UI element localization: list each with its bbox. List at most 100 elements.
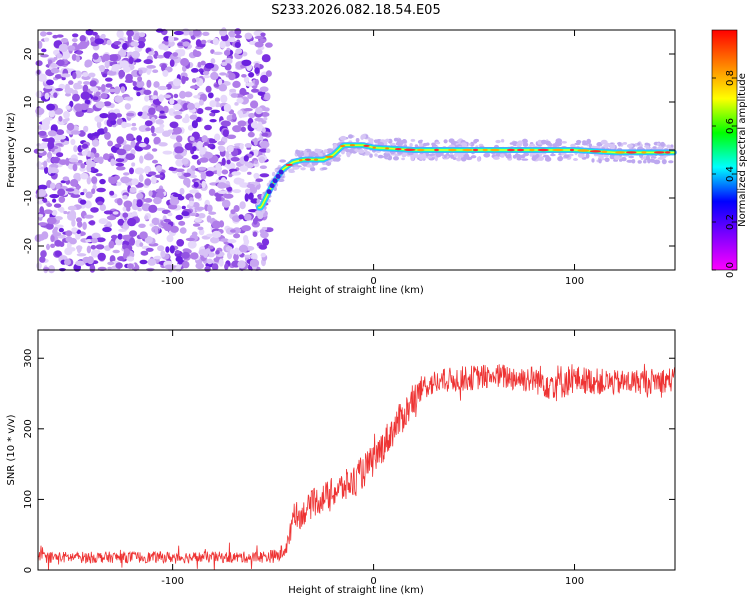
noise-dot	[249, 258, 260, 267]
noise-dot	[229, 248, 235, 255]
halo-dot	[368, 138, 374, 143]
noise-dot	[55, 88, 63, 92]
signal-peak	[641, 151, 647, 154]
noise-dot	[172, 52, 179, 57]
halo-dot	[643, 160, 647, 164]
noise-dot	[137, 76, 143, 82]
noise-dot	[192, 223, 201, 227]
noise-dot	[203, 141, 209, 146]
halo-dot	[382, 155, 389, 158]
noise-dot	[56, 152, 64, 158]
colorbar-ticks: 0.0 0.2 0.4 0.6 0.8	[712, 70, 737, 278]
noise-dot	[143, 59, 153, 65]
noise-dot	[122, 212, 129, 218]
noise-dot	[167, 212, 173, 217]
noise-dot	[131, 162, 136, 167]
noise-dot	[253, 149, 259, 157]
noise-dot	[116, 29, 124, 39]
noise-dot	[174, 250, 181, 254]
noise-dot	[76, 253, 87, 257]
noise-dot	[225, 57, 233, 65]
noise-dot	[50, 67, 60, 74]
noise-dot	[43, 209, 53, 214]
noise-dot	[155, 28, 164, 33]
halo-dot	[428, 153, 436, 156]
noise-dot	[227, 239, 237, 244]
noise-dot	[205, 170, 214, 177]
noise-dot	[41, 138, 52, 142]
noise-dot	[209, 112, 215, 117]
noise-dot	[107, 140, 113, 147]
signal-peak	[405, 148, 411, 151]
noise-dot	[155, 165, 163, 172]
noise-dot	[194, 192, 202, 199]
noise-dot	[116, 148, 127, 156]
noise-dot	[154, 174, 164, 178]
noise-dot	[200, 39, 207, 45]
noise-dot	[197, 226, 204, 231]
noise-dot	[144, 178, 152, 186]
noise-dot	[92, 96, 99, 101]
noise-dot	[54, 250, 62, 257]
noise-dot	[125, 133, 134, 141]
halo-dot	[581, 154, 585, 158]
noise-dot	[207, 143, 213, 148]
noise-dot	[107, 112, 118, 121]
x-tick-label: 100	[565, 276, 584, 287]
halo-dot	[409, 143, 413, 147]
noise-dot	[189, 114, 198, 120]
noise-dot	[158, 43, 166, 50]
noise-dot	[260, 252, 266, 258]
noise-dot	[158, 115, 168, 119]
noise-dot	[169, 55, 179, 60]
halo-dot	[434, 156, 438, 162]
noise-dot	[129, 230, 138, 237]
halo-dot	[549, 143, 553, 147]
noise-dot	[226, 186, 233, 192]
noise-dot	[72, 189, 80, 195]
noise-dot	[169, 98, 175, 105]
noise-dot	[183, 172, 191, 177]
noise-dot	[200, 172, 207, 180]
noise-dot	[108, 176, 118, 184]
noise-dot	[193, 102, 201, 109]
noise-dot	[66, 122, 75, 131]
halo-dot	[529, 143, 536, 147]
y-tick-label: 200	[23, 419, 34, 438]
noise-dot	[217, 141, 226, 146]
noise-dot	[132, 81, 137, 87]
noise-dot	[46, 103, 55, 111]
noise-dot	[57, 188, 66, 197]
noise-dot	[47, 130, 57, 137]
noise-dot	[46, 243, 50, 250]
noise-dot	[175, 168, 185, 173]
y-tick-label: 20	[23, 48, 34, 61]
noise-dot	[71, 38, 78, 43]
noise-dot	[191, 154, 199, 160]
noise-dot	[191, 231, 198, 237]
halo-dot	[517, 140, 524, 145]
halo-dot	[500, 152, 505, 158]
noise-dot	[113, 41, 122, 45]
noise-dot	[244, 143, 253, 148]
noise-dot	[123, 248, 131, 257]
noise-dot	[152, 69, 159, 73]
noise-dot	[179, 187, 185, 195]
noise-dot	[177, 259, 183, 265]
halo-dot	[456, 157, 462, 162]
noise-dot	[195, 206, 205, 211]
halo-dot	[473, 139, 478, 144]
halo-dot	[279, 159, 286, 163]
noise-dot	[204, 62, 215, 69]
noise-dot	[120, 86, 126, 94]
noise-dot	[136, 192, 144, 200]
noise-dot	[202, 75, 211, 79]
noise-dot	[49, 194, 60, 199]
noise-dot	[114, 143, 122, 148]
noise-dot	[67, 205, 77, 211]
noise-dot	[46, 31, 53, 36]
halo-dot	[423, 142, 428, 147]
noise-dot	[56, 59, 65, 67]
noise-dot	[139, 231, 148, 239]
